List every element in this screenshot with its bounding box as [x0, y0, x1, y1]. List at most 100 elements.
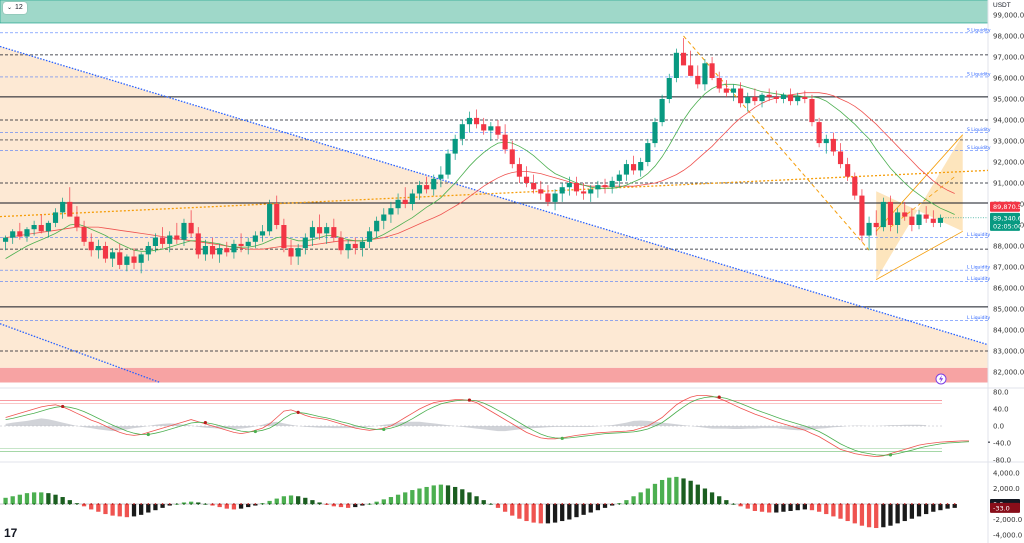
histogram-tick: 4,000.0 [993, 470, 1020, 478]
price-tick: 92,000.0 [993, 159, 1024, 167]
hist-bar [745, 504, 750, 509]
hist-bar [631, 496, 636, 504]
candle [702, 59, 708, 91]
hist-bar [281, 496, 287, 504]
hist-zero-dot [618, 503, 621, 505]
hist-bar [667, 477, 672, 504]
candle [352, 237, 358, 255]
hist-zero-dot [482, 503, 485, 505]
lightning-icon[interactable] [935, 373, 947, 385]
hist-zero-dot [332, 503, 335, 505]
hist-bar [652, 483, 658, 504]
hist-bar [916, 504, 922, 517]
hist-bar [931, 504, 936, 512]
candle [481, 117, 487, 135]
hist-zero-dot [903, 503, 906, 505]
candle [673, 48, 679, 83]
candle [773, 90, 779, 104]
candle-body [616, 174, 622, 181]
hist-bar [3, 497, 8, 504]
chevron-down-icon: ⌄ [7, 5, 13, 11]
candle [52, 208, 59, 228]
hist-zero-dot [782, 503, 785, 505]
hist-bar [231, 504, 237, 510]
hist-bar [574, 504, 579, 518]
hist-bar [866, 504, 872, 528]
candle [538, 180, 544, 200]
hist-zero-dot [918, 503, 920, 505]
liquidity-label: S Liquidity [967, 71, 991, 77]
price-badge: -33.0 [990, 502, 1020, 513]
candle [723, 80, 729, 97]
hist-zero-dot [140, 503, 143, 505]
candle [652, 117, 658, 148]
hist-zero-dot [76, 503, 78, 505]
candle-body [859, 195, 865, 236]
candle-body [916, 214, 922, 225]
candle [902, 201, 908, 221]
hist-bar [146, 504, 151, 513]
hist-zero-dot [646, 503, 649, 505]
candle [67, 187, 73, 217]
hist-bar [567, 504, 572, 520]
candle [188, 210, 194, 238]
hist-bar [110, 504, 115, 516]
hist-zero-dot [361, 503, 364, 505]
hist-bar [60, 497, 65, 504]
hist-bar [117, 504, 122, 517]
candle [759, 92, 765, 108]
price-tick: 85,000.0 [993, 306, 1024, 314]
candle-body [623, 164, 630, 175]
cross-dot [560, 436, 564, 440]
candle-body [845, 164, 851, 177]
hist-bar [824, 504, 829, 515]
hist-zero-dot [711, 503, 713, 505]
candle-body [502, 134, 508, 150]
candle [866, 216, 872, 251]
candle [117, 243, 123, 270]
candle-body [416, 185, 423, 194]
candle [110, 248, 116, 267]
hist-bar [81, 504, 87, 507]
candle-body [787, 94, 794, 102]
candle-body [438, 174, 444, 179]
hist-zero-dot [47, 503, 50, 505]
hist-zero-dot [447, 503, 449, 505]
hist-zero-dot [547, 503, 549, 505]
histogram-pane [0, 476, 957, 529]
candle-body [866, 222, 872, 236]
hist-zero-dot [154, 503, 157, 505]
candle-body [131, 256, 137, 263]
timeframe-selector[interactable]: ⌄ 12 [3, 2, 27, 14]
cross-dot [61, 404, 65, 409]
candle-body [802, 96, 808, 99]
candle-body [238, 243, 244, 246]
candle-body [181, 222, 187, 240]
hist-zero-dot [33, 503, 36, 505]
candle [288, 239, 294, 265]
hist-bar [774, 504, 779, 513]
candle-body [780, 94, 787, 99]
moving-averages [5, 83, 955, 259]
hist-zero-dot [197, 503, 200, 505]
hist-bar [89, 504, 94, 510]
hist-zero-dot [489, 503, 492, 505]
channel-lower [876, 230, 963, 280]
candle [766, 88, 772, 102]
hist-bar [560, 504, 565, 522]
candle [638, 157, 644, 177]
hist-bar [816, 504, 822, 512]
hist-zero-dot [297, 503, 300, 505]
candle [688, 50, 694, 76]
candle-body [937, 217, 944, 223]
hist-zero-dot [946, 503, 949, 505]
hist-zero-dot [118, 503, 121, 505]
hist-bar [752, 504, 758, 511]
candle [267, 199, 273, 236]
hist-bar [39, 492, 44, 504]
candle-body [38, 225, 44, 232]
candle-body [559, 187, 565, 194]
zone-top [0, 0, 989, 24]
candle [595, 180, 601, 198]
